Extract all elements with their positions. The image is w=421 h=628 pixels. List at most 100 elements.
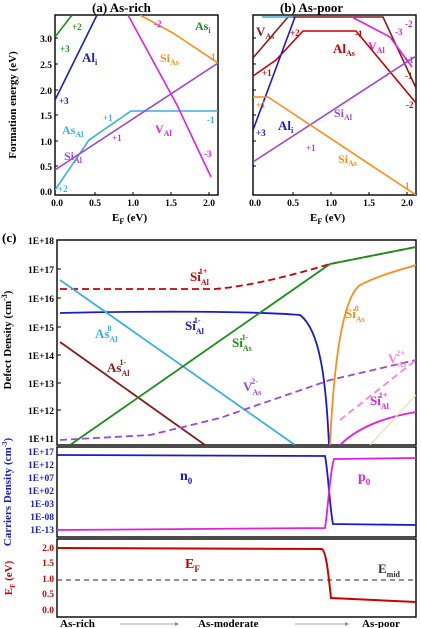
b-xtick: 1.0: [325, 199, 337, 209]
b-label-sial: SiAl: [334, 106, 353, 122]
a-xtick: 1.5: [165, 199, 177, 209]
panel-c-title: (c): [2, 230, 16, 245]
c-label-sial-1plus-2: SiAl1+: [370, 391, 390, 411]
c-ytick: 1E+14: [28, 352, 54, 362]
c-label-sias-0: SiAs0: [345, 304, 365, 324]
e-ytick: 0.0: [42, 606, 54, 616]
c-line-vas-2plus: [339, 359, 416, 421]
b-line-sias: [253, 96, 416, 195]
b-label-sias: SiAs: [338, 152, 357, 168]
panel-b: (b) As-poor 0.0 0.5 1.0 1.5 2.0 EF (eV) …: [249, 0, 417, 226]
panel-c-ylabel: Defect Density (cm-3): [0, 290, 14, 389]
b-charge: +3: [256, 128, 266, 138]
c-label-vas-2minus: VAs2-: [243, 377, 261, 397]
e-ytick: 1.5: [42, 559, 54, 569]
a-ytick: 1.5: [40, 112, 52, 122]
panel-a-yticks: 3.0 2.5 2.0 1.5 1.0 0.5 0.0: [40, 35, 52, 198]
d-ytick: 1E-08: [30, 513, 54, 523]
b-line-vas: [253, 16, 416, 89]
a-charge: +2: [58, 184, 68, 194]
panel-b-frame: [252, 14, 417, 196]
a-charge: +1: [103, 113, 113, 123]
c-ytick: 1E+17: [28, 266, 54, 276]
e-label-ef: EF: [185, 557, 200, 574]
a-label-asal: AsAl: [62, 123, 84, 139]
a-line-asal: [55, 110, 218, 191]
b-charge: -1: [355, 29, 363, 39]
x-arrowhead-2: [345, 622, 349, 626]
panel-carriers-yticks: 1E+17 1E+12 1E+07 1E+02 1E-03 1E-08 1E-1…: [28, 448, 54, 536]
a-line-val: [127, 15, 212, 178]
d-label-n0: n0: [180, 469, 193, 486]
d-label-p0: p0: [358, 470, 371, 487]
x-label-as-moderate: As-moderate: [198, 618, 259, 628]
c-line-asal-0: [59, 279, 296, 445]
c-line-sial-1minus: [59, 310, 330, 445]
a-label-val: VAl: [155, 122, 172, 138]
a-charge: -3: [204, 149, 212, 159]
d-ytick: 1E-13: [30, 526, 54, 536]
b-charge: -3: [395, 27, 403, 37]
b-charge: -1: [405, 71, 413, 81]
a-ytick: 3.0: [40, 35, 52, 45]
b-line-alas: [253, 30, 416, 104]
e-ytick: 2.0: [42, 544, 54, 554]
panel-b-xlabel: EF (eV): [310, 212, 345, 226]
d-ytick: 1E+12: [28, 461, 54, 471]
panel-c-yticks: 1E+18 1E+17 1E+16 1E+15 1E+14 1E+13 1E+1…: [28, 237, 54, 445]
b-charge: +1: [404, 55, 414, 65]
a-xtick: 0.0: [51, 199, 63, 209]
c-line-sias-1minus: [69, 246, 416, 445]
b-xtick: 0.5: [287, 199, 299, 209]
panel-a-title: (a) As-rich: [92, 0, 152, 15]
d-line-n0: [57, 454, 416, 526]
a-ytick: 0.0: [40, 188, 52, 198]
panel-carriers: 1E+17 1E+12 1E+07 1E+02 1E-03 1E-08 1E-1…: [1, 437, 417, 546]
panel-fermi-yticks: 2.0 1.5 1.0 0.5 0.0: [42, 544, 54, 616]
x-arrowhead-1: [175, 622, 179, 626]
panel-b-xticks: 0.0 0.5 1.0 1.5 2.0: [249, 199, 413, 209]
a-line-asi: [55, 15, 73, 38]
c-label-vas-2plus: VAs2+: [388, 349, 406, 369]
a-charge: +1: [112, 133, 122, 143]
c-line-vas-2minus: [59, 359, 416, 441]
a-xtick: 1.0: [127, 199, 139, 209]
b-xtick: 1.5: [363, 199, 375, 209]
x-label-as-poor: As-poor: [362, 618, 400, 628]
panel-c-frame: [56, 239, 417, 446]
panel-a-frame: [54, 14, 219, 196]
a-charge: +3: [60, 44, 70, 54]
e-ytick: 1.0: [42, 575, 54, 585]
a-xtick: 0.5: [89, 199, 101, 209]
c-ytick: 1E+15: [28, 324, 54, 334]
d-ytick: 1E-03: [30, 500, 54, 510]
b-xtick: 0.0: [249, 199, 261, 209]
a-charge: -1: [207, 115, 215, 125]
a-xtick: 2.0: [203, 199, 215, 209]
e-ytick: 0.5: [42, 590, 54, 600]
b-line-sial: [253, 55, 416, 163]
a-charge: +2: [72, 22, 82, 32]
c-ytick: 1E+16: [28, 295, 54, 305]
b-label-ali: Ali: [278, 118, 294, 135]
a-label-sial: SiAl: [64, 149, 83, 165]
b-charge: -1: [402, 181, 410, 191]
c-ytick: 1E+11: [29, 435, 55, 445]
b-charge: +1: [262, 68, 272, 78]
panel-fermi-ylabel: EF (eV): [3, 560, 17, 595]
e-label-emid: Emid: [378, 561, 401, 579]
c-ytick: 1E+12: [28, 407, 54, 417]
d-ytick: 1E+17: [28, 448, 54, 458]
b-charge: -2: [405, 19, 413, 29]
panel-fermi-frame: [56, 538, 417, 618]
b-label-alas: AlAs: [333, 41, 355, 58]
panel-a-xlabel: EF (eV): [112, 212, 147, 226]
b-charge: +2: [290, 28, 300, 38]
c-line-faint: [369, 394, 416, 445]
panel-carriers-ylabel: Carriers Density (cm-3): [1, 437, 14, 546]
a-ytick: 2.0: [40, 87, 52, 97]
a-label-ali: Ali: [82, 50, 98, 67]
b-label-vas: VAs: [256, 24, 274, 41]
a-ytick: 2.5: [40, 61, 52, 71]
b-charge: +1: [306, 143, 316, 153]
